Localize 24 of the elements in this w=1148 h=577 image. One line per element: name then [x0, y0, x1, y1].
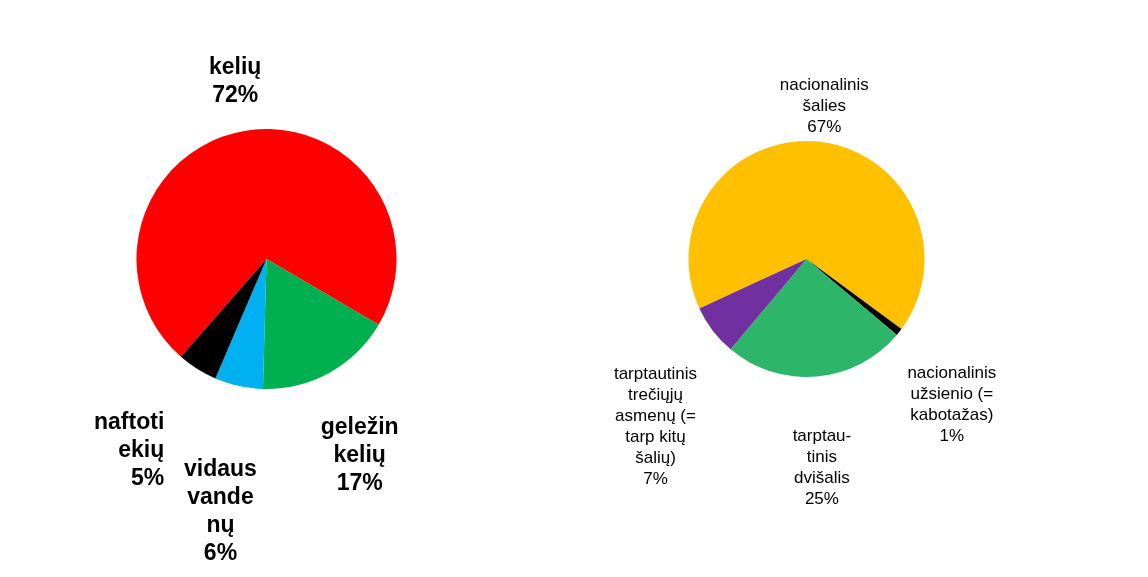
pie-slice: [806, 259, 902, 335]
slice-label: nacionalinis užsienio (= kabotažas): [907, 363, 997, 425]
data-label: 17%: [336, 468, 383, 495]
slice-label: tarptau- tinis dvišalis: [792, 426, 852, 488]
pie-slice: [688, 141, 925, 330]
data-label: 72%: [212, 80, 259, 107]
pie-slice: [180, 259, 267, 379]
data-label: 25%: [804, 489, 839, 509]
data-label: 7%: [643, 469, 668, 489]
pie-slice: [136, 129, 397, 357]
data-label: 67%: [807, 116, 842, 136]
pie-slice: [215, 259, 267, 389]
data-label: 1%: [939, 426, 965, 446]
pie-slice: [262, 259, 379, 389]
slice-label: geležin kelių: [320, 412, 399, 467]
pie-slice: [699, 259, 807, 350]
slice-label: naftoti ekių: [94, 407, 165, 462]
slice-label: tarptautinis trečiųjų asmenų (= tarp kitų šalių): [613, 364, 698, 468]
data-label: 6%: [203, 539, 238, 566]
slice-label: nacionalinis šalies: [779, 74, 869, 115]
slice-label: kelių: [208, 52, 262, 79]
slice-label: vidaus vande nų: [184, 455, 257, 538]
pie-slice: [730, 259, 897, 377]
data-label: 5%: [131, 463, 165, 490]
